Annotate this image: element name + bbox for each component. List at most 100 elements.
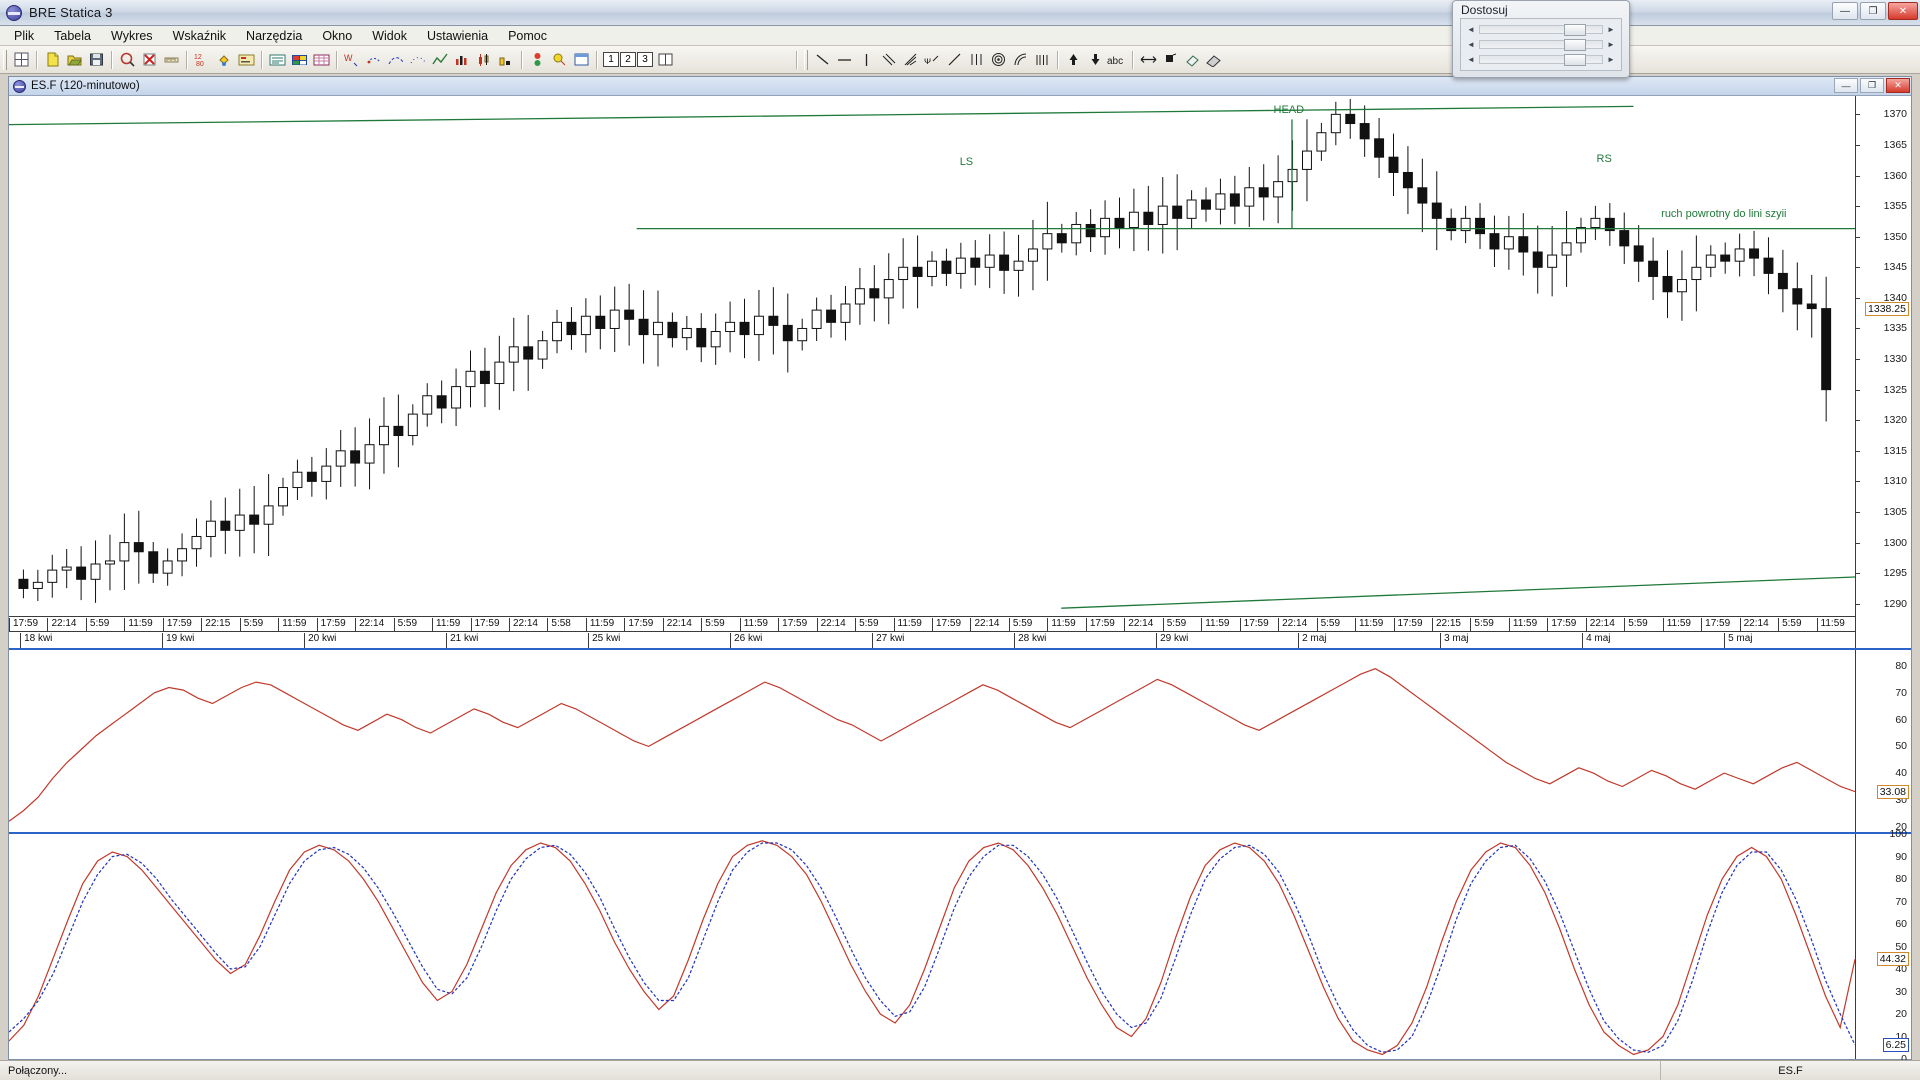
menu-item-narzedzia[interactable]: Narzędzia <box>246 28 303 43</box>
bar-chart-icon[interactable] <box>451 49 473 71</box>
eraser-big-icon[interactable] <box>1203 49 1225 71</box>
zoom-circle-icon[interactable] <box>116 49 138 71</box>
drawing-toolbar-grip[interactable] <box>804 49 808 70</box>
new-document-icon[interactable] <box>41 49 63 71</box>
arrow-down-icon[interactable] <box>1084 49 1106 71</box>
slider-track[interactable] <box>1479 24 1603 36</box>
price-axis[interactable]: 1370 1365 1360 1355 1350 1345 1340 1335 1330 1325… <box>1855 96 1911 616</box>
rsi-pane[interactable]: 80 70 60 50 40 30 20 33.08 <box>9 650 1911 833</box>
dot-line-icon[interactable] <box>363 49 385 71</box>
curve-icon[interactable] <box>429 49 451 71</box>
price-pane[interactable]: LS HEAD RS ruch powrotny do lini szyii 1370… <box>9 96 1911 616</box>
slider-thumb[interactable] <box>1564 39 1586 51</box>
parallel-lines-icon[interactable] <box>877 49 899 71</box>
dot-dash-icon[interactable] <box>407 49 429 71</box>
trendline-icon[interactable] <box>811 49 833 71</box>
pitchfork-icon[interactable]: ᴪ <box>921 49 943 71</box>
cycle-lines-icon[interactable] <box>1031 49 1053 71</box>
menu-item-okno[interactable]: Okno <box>322 28 353 43</box>
menu-item-widok[interactable]: Widok <box>372 28 407 43</box>
text-abc-icon[interactable]: abc <box>1106 49 1128 71</box>
time-tick-label: 5:59 <box>239 618 263 632</box>
menu-item-wskaznik[interactable]: Wskaźnik <box>172 28 227 43</box>
table-grid-icon[interactable] <box>310 49 332 71</box>
color-fill-icon[interactable] <box>213 49 235 71</box>
layout-preset-3-button[interactable]: 3 <box>637 52 653 67</box>
chart-title-bar[interactable]: ES.F (120-minutowo) — ❐ ✕ <box>9 77 1911 96</box>
window-maximize-button[interactable]: ❐ <box>1860 2 1886 20</box>
slider-track[interactable] <box>1479 54 1603 66</box>
eraser-icon[interactable] <box>1181 49 1203 71</box>
properties-icon[interactable] <box>235 49 257 71</box>
fib-retracement-icon[interactable] <box>965 49 987 71</box>
menu-item-ustawienia[interactable]: Ustawienia <box>426 28 489 43</box>
move-icon[interactable] <box>1137 49 1159 71</box>
menu-bar[interactable]: Plik Tabela Wykres Wskaźnik Narzędzia Ok… <box>0 26 1920 46</box>
slider-track[interactable] <box>1479 39 1603 51</box>
layout-preset-1-button[interactable]: 1 <box>603 52 619 67</box>
window-title-bar: BRE Statica 3 — ❐ ✕ <box>0 0 1920 26</box>
vertical-line-icon[interactable] <box>855 49 877 71</box>
number-format-icon[interactable]: 12 80 <box>191 49 213 71</box>
candle-chart-icon[interactable] <box>473 49 495 71</box>
dostosuj-sliders[interactable]: ◄ ► ◄ ► ◄ ► <box>1460 18 1622 71</box>
slider-thumb[interactable] <box>1564 24 1586 36</box>
window-minimize-button[interactable]: — <box>1832 2 1858 20</box>
ray-icon[interactable] <box>943 49 965 71</box>
yellow-dot-icon[interactable] <box>548 49 570 71</box>
horizontal-line-icon[interactable] <box>833 49 855 71</box>
time-axis[interactable]: 17:59 22:14 5:59 11:59 17:59 22:15 5:59 11:59 17… <box>9 616 1855 648</box>
dashed-line-icon[interactable] <box>385 49 407 71</box>
chart-window-controls[interactable]: — ❐ ✕ <box>1834 78 1910 93</box>
slider-right-arrow-icon[interactable]: ► <box>1607 40 1615 49</box>
rsi-plot-area[interactable] <box>9 650 1855 832</box>
slider-right-arrow-icon[interactable]: ► <box>1607 25 1615 34</box>
delete-red-x-icon[interactable] <box>138 49 160 71</box>
fib-arc-icon[interactable] <box>1009 49 1031 71</box>
main-toolbar[interactable]: 12 80 W <box>0 46 1920 74</box>
slider-thumb[interactable] <box>1564 54 1586 66</box>
w-indicator-icon[interactable]: W <box>341 49 363 71</box>
save-disk-icon[interactable] <box>85 49 107 71</box>
slider-left-arrow-icon[interactable]: ◄ <box>1467 25 1475 34</box>
slider-right-arrow-icon[interactable]: ► <box>1607 55 1615 64</box>
open-folder-icon[interactable] <box>63 49 85 71</box>
gann-arc-icon[interactable] <box>987 49 1009 71</box>
status-bar: Połączony... ES.F <box>0 1060 1920 1080</box>
stochastic-plot-area[interactable] <box>9 834 1855 1059</box>
ruler-icon[interactable] <box>160 49 182 71</box>
menu-item-wykres[interactable]: Wykres <box>111 28 153 43</box>
chart-close-button[interactable]: ✕ <box>1886 78 1910 93</box>
layout-split-icon[interactable] <box>654 49 676 71</box>
chart-maximize-button[interactable]: ❐ <box>1860 78 1884 93</box>
layout-preset-2-button[interactable]: 2 <box>620 52 636 67</box>
rsi-axis[interactable]: 80 70 60 50 40 30 20 33.08 <box>1855 650 1911 833</box>
slider-left-arrow-icon[interactable]: ◄ <box>1467 55 1475 64</box>
arrow-up-icon[interactable] <box>1062 49 1084 71</box>
slider-left-arrow-icon[interactable]: ◄ <box>1467 40 1475 49</box>
select-icon[interactable] <box>1159 49 1181 71</box>
menu-item-pomoc[interactable]: Pomoc <box>508 28 547 43</box>
table-list-icon[interactable] <box>266 49 288 71</box>
window-icon[interactable] <box>570 49 592 71</box>
window-close-button[interactable]: ✕ <box>1888 2 1918 20</box>
price-plot-area[interactable]: LS HEAD RS ruch powrotny do lini szyii <box>9 96 1855 616</box>
dostosuj-panel[interactable]: Dostosuj ◄ ► ◄ ► ◄ ► <box>1452 0 1630 78</box>
stochastic-pane[interactable]: 100 90 80 70 60 50 40 30 20 10 0 44.32 6.25 <box>9 828 1911 1065</box>
menu-item-tabela[interactable]: Tabela <box>54 28 91 43</box>
grid-icon[interactable] <box>10 49 32 71</box>
toolbar-grip[interactable] <box>3 49 7 70</box>
dostosuj-slider-row[interactable]: ◄ ► <box>1463 22 1619 37</box>
color-blocks-icon[interactable] <box>288 49 310 71</box>
dostosuj-slider-row[interactable]: ◄ ► <box>1463 37 1619 52</box>
menu-item-plik[interactable]: Plik <box>14 28 35 43</box>
stochastic-axis[interactable]: 100 90 80 70 60 50 40 30 20 10 0 44.32 6.25 <box>1855 828 1911 1065</box>
dostosuj-slider-row[interactable]: ◄ ► <box>1463 52 1619 67</box>
pane-separator <box>9 648 1911 650</box>
chart-minimize-button[interactable]: — <box>1834 78 1858 93</box>
window-controls[interactable]: — ❐ ✕ <box>1832 2 1918 20</box>
traffic-light-icon[interactable] <box>526 49 548 71</box>
time-tick-label: 5:59 <box>1162 618 1186 632</box>
fib-fan-icon[interactable] <box>899 49 921 71</box>
bar-volume-icon[interactable] <box>495 49 517 71</box>
